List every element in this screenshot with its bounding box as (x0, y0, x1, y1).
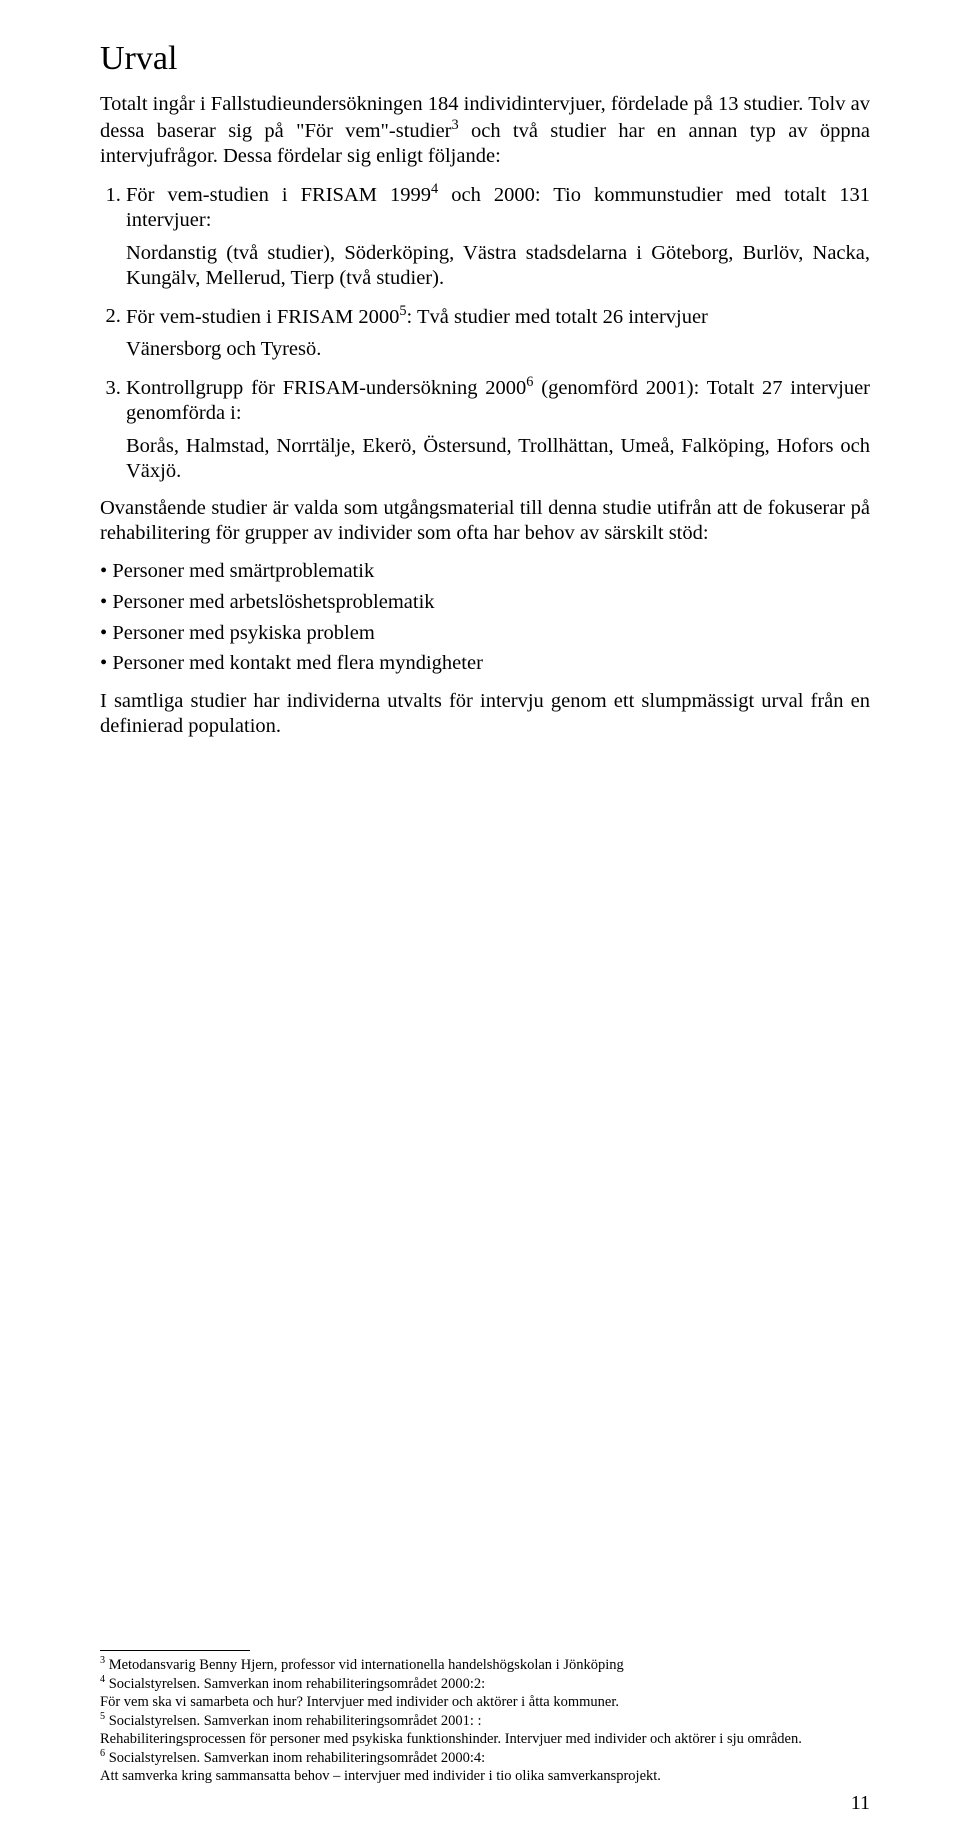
item2-sub: Vänersborg och Tyresö. (126, 337, 870, 362)
paragraph-2: Ovanstående studier är valda som utgångs… (100, 496, 870, 546)
footnote-6: 6 Socialstyrelsen. Samverkan inom rehabi… (100, 1748, 870, 1785)
footnote-5: 5 Socialstyrelsen. Samverkan inom rehabi… (100, 1711, 870, 1748)
list-item-2: För vem-studien i FRISAM 20005: Två stud… (126, 303, 870, 363)
item1-lead: För vem-studien i FRISAM 1999 (126, 184, 431, 206)
footnote-rule (100, 1650, 250, 1651)
footnote-ref-3: 3 (452, 117, 459, 133)
footnote-6-line1: Socialstyrelsen. Samverkan inom rehabili… (105, 1750, 485, 1766)
footnote-4-line1: Socialstyrelsen. Samverkan inom rehabili… (105, 1676, 485, 1692)
item2-tail: : Två studier med totalt 26 intervjuer (407, 305, 708, 327)
document-page: Urval Totalt ingår i Fallstudieundersökn… (0, 0, 960, 1835)
item1-sub: Nordanstig (två studier), Söderköping, V… (126, 241, 870, 291)
page-number: 11 (851, 1792, 870, 1815)
footnotes: 3 Metodansvarig Benny Hjern, professor v… (100, 1650, 870, 1785)
item2-lead: För vem-studien i FRISAM 2000 (126, 305, 399, 327)
list-item-1: För vem-studien i FRISAM 19994 och 2000:… (126, 181, 870, 291)
bullet-list: Personer med smärtproblematik Personer m… (100, 558, 870, 677)
list-item-3: Kontrollgrupp för FRISAM-undersökning 20… (126, 374, 870, 484)
footnote-5-line2: Rehabiliteringsprocessen för personer me… (100, 1731, 802, 1747)
footnote-6-line2: Att samverka kring sammansatta behov – i… (100, 1768, 661, 1784)
bullet-item-1: Personer med smärtproblematik (100, 558, 870, 585)
item3-lead: Kontrollgrupp för FRISAM-undersökning 20… (126, 377, 526, 399)
bullet-item-3: Personer med psykiska problem (100, 620, 870, 647)
item3-sub: Borås, Halmstad, Norrtälje, Ekerö, Öster… (126, 434, 870, 484)
footnote-4: 4 Socialstyrelsen. Samverkan inom rehabi… (100, 1674, 870, 1711)
footnote-3-text: Metodansvarig Benny Hjern, professor vid… (105, 1657, 624, 1673)
bullet-item-2: Personer med arbetslöshetsproblematik (100, 589, 870, 616)
footnote-4-line2: För vem ska vi samarbeta och hur? Interv… (100, 1694, 619, 1710)
intro-paragraph: Totalt ingår i Fallstudieundersökningen … (100, 92, 870, 169)
numbered-list: För vem-studien i FRISAM 19994 och 2000:… (100, 181, 870, 484)
footnote-5-line1: Socialstyrelsen. Samverkan inom rehabili… (105, 1713, 482, 1729)
footnote-3: 3 Metodansvarig Benny Hjern, professor v… (100, 1655, 870, 1674)
paragraph-3: I samtliga studier har individerna utval… (100, 689, 870, 739)
footnote-ref-5: 5 (399, 303, 406, 319)
bullet-item-4: Personer med kontakt med flera myndighet… (100, 650, 870, 677)
section-title: Urval (100, 40, 870, 78)
